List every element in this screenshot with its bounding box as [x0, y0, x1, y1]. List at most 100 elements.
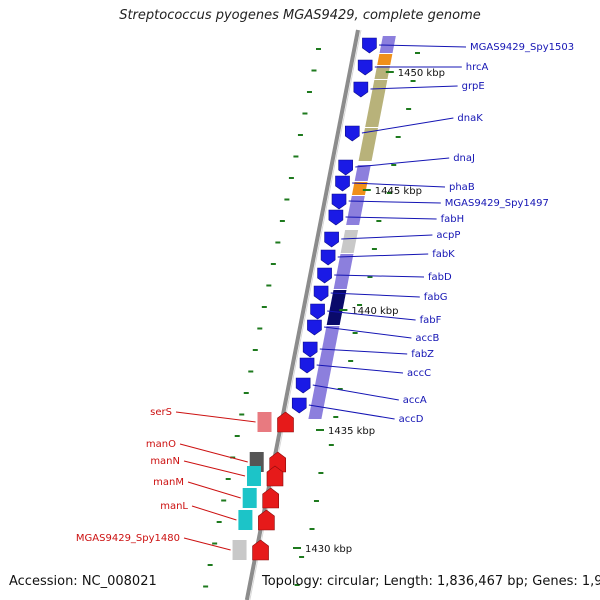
- reverse-category-block: [242, 488, 257, 508]
- forward-cds-arrow: [328, 209, 344, 226]
- gc-dot: [357, 304, 363, 306]
- gc-dot: [243, 392, 249, 394]
- forward-cds-arrow: [353, 81, 369, 98]
- gc-dot: [309, 528, 315, 530]
- gc-dot: [376, 220, 382, 222]
- scale-ticks: 1450 kbp 1445 kbp 1440 kbp 1435 kbp 1430 kbp: [292, 68, 445, 555]
- forward-cds-arrow: [335, 175, 350, 192]
- forward-cds-arrow: [307, 319, 322, 336]
- reverse-gene-label: serS: [150, 407, 172, 418]
- gene-leader-line: [330, 292, 420, 298]
- reverse-cds-arrow: [277, 411, 294, 433]
- gene-leader-line: [312, 384, 399, 401]
- forward-cds-arrow: [313, 285, 329, 302]
- gene-leader-line: [352, 182, 446, 188]
- gc-dot: [318, 472, 324, 474]
- gc-dot: [302, 112, 308, 115]
- reverse-cds-arrow: [252, 539, 269, 561]
- gc-dot: [294, 584, 300, 586]
- gc-dot: [352, 332, 358, 334]
- reverse-cds-arrow: [258, 509, 275, 531]
- forward-gene-label: fabG: [424, 292, 448, 303]
- gc-dot: [234, 435, 240, 437]
- reverse-gene-label: MGAS9429_Spy1480: [76, 533, 180, 544]
- gc-dot: [299, 556, 305, 558]
- gc-dot: [207, 564, 213, 566]
- forward-cds-arrow: [357, 59, 373, 76]
- gene-leader-line: [355, 157, 450, 168]
- gc-dot: [313, 500, 319, 502]
- gc-dot: [333, 416, 339, 418]
- gene-leader-line: [337, 253, 429, 258]
- gene-leader-line: [327, 310, 416, 321]
- gc-dot: [415, 52, 420, 54]
- reverse-category-block: [232, 540, 247, 560]
- gc-dot: [367, 276, 373, 278]
- category-block: [365, 80, 388, 127]
- gc-skew-dots: [203, 48, 420, 588]
- forward-gene-label: MGAS9429_Spy1497: [445, 198, 549, 209]
- category-block: [340, 230, 359, 253]
- gc-dot: [266, 284, 272, 287]
- reverse-gene-label: manM: [153, 477, 184, 488]
- category-block: [346, 196, 365, 225]
- gene-leader-line: [324, 326, 412, 339]
- gc-dot: [248, 370, 254, 373]
- accession-text: Accession: NC_008021: [9, 574, 157, 589]
- gc-dot: [212, 542, 218, 545]
- category-block: [354, 165, 371, 181]
- category-block: [379, 36, 396, 53]
- gene-leader-line: [191, 505, 237, 521]
- scale-label: 1430 kbp: [305, 544, 352, 555]
- gc-dot: [284, 198, 290, 201]
- gene-leader-line: [345, 216, 437, 220]
- scale-label: 1450 kbp: [398, 68, 445, 79]
- gene-leader-line: [187, 481, 241, 499]
- reverse-cds-arrow: [266, 465, 284, 487]
- scale-label: 1435 kbp: [328, 426, 375, 437]
- forward-cds-arrow: [295, 377, 311, 394]
- feature-tracks: [232, 36, 396, 560]
- gene-labels: MGAS9429_Spy1503 hrcA grpE dnaK dnaJ phaB MGAS…: [76, 42, 574, 551]
- forward-cds-arrow: [299, 357, 315, 374]
- gc-dot: [337, 388, 343, 390]
- forward-cds-arrow: [310, 303, 325, 320]
- reverse-category-block: [246, 466, 261, 486]
- gc-dot: [261, 306, 267, 308]
- gene-leader-line: [183, 537, 231, 551]
- forward-gene-label: accA: [403, 395, 427, 406]
- gc-dot: [257, 327, 263, 330]
- gene-leader-line: [183, 460, 246, 477]
- forward-gene-label: fabK: [432, 249, 455, 260]
- gc-dot: [270, 263, 276, 265]
- gc-dot: [297, 134, 303, 136]
- forward-gene-label: fabH: [441, 214, 465, 225]
- gene-leader-line: [341, 234, 433, 240]
- forward-gene-label: phaB: [449, 182, 475, 193]
- gc-dot: [386, 192, 392, 194]
- category-block: [308, 326, 340, 419]
- forward-gene-label: accD: [399, 414, 424, 425]
- category-block: [333, 254, 354, 289]
- gene-leader-line: [179, 443, 248, 463]
- gene-leader-line: [175, 411, 256, 423]
- forward-cds-arrow: [320, 249, 336, 266]
- category-block: [358, 128, 378, 161]
- gc-dot: [279, 220, 285, 222]
- reverse-gene-label: manN: [150, 456, 180, 467]
- gene-leader-line: [316, 364, 404, 374]
- category-block: [326, 290, 347, 325]
- map-title: Streptococcus pyogenes MGAS9429, complet…: [119, 8, 481, 23]
- scale-label: 1440 kbp: [351, 306, 398, 317]
- gc-dot: [328, 444, 334, 446]
- cds-arrows: [252, 37, 377, 561]
- gc-dot: [275, 241, 281, 244]
- gc-dot: [410, 80, 416, 82]
- reverse-category-block: [257, 412, 272, 432]
- forward-gene-label: hrcA: [466, 62, 489, 73]
- forward-cds-arrow: [324, 231, 339, 248]
- forward-cds-arrow: [302, 341, 318, 358]
- forward-gene-label: fabD: [428, 272, 452, 283]
- gene-leader-line: [370, 85, 458, 90]
